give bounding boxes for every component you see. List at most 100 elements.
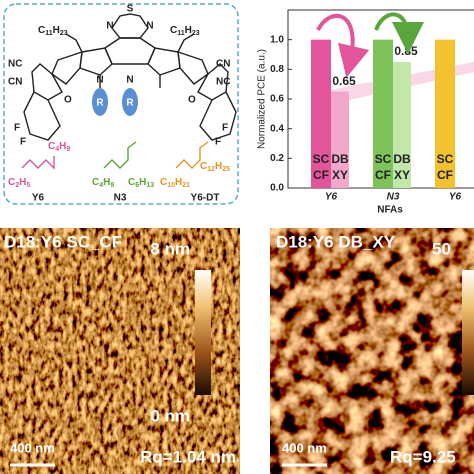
bar-label: DB	[331, 152, 349, 166]
x-tick-label: Y6	[449, 192, 462, 203]
chain-formula: C12H25	[200, 161, 230, 174]
bar	[393, 61, 411, 188]
value-label: 0.65	[332, 74, 356, 88]
subscript: 4	[55, 146, 59, 153]
x-tick-label: Y6	[325, 192, 338, 203]
chain-formula: C10H21	[160, 177, 190, 190]
y-tick-label: 1.0	[270, 34, 284, 45]
y-tick-label: 0.0	[270, 183, 284, 194]
atom: N	[126, 75, 133, 86]
atom: N	[146, 21, 153, 32]
scale-bar-label: 400 nm	[10, 440, 55, 455]
element: H	[185, 25, 192, 36]
element: C	[92, 177, 99, 188]
subscript: 23	[60, 30, 68, 37]
chemical-structure: S N N N N R R NC CN O O F F F F CN NC C1…	[3, 3, 239, 205]
element: H	[175, 177, 182, 188]
r-group	[122, 88, 138, 116]
element: C	[8, 177, 15, 188]
subscript: 11	[45, 30, 53, 37]
atom: NC	[216, 77, 230, 88]
bar-label: XY	[394, 168, 410, 182]
element: C	[38, 25, 45, 36]
element: C	[48, 141, 55, 152]
subscript: 9	[66, 146, 70, 153]
atom: O	[188, 95, 196, 106]
atom: F	[14, 123, 20, 134]
value-label: 0.85	[394, 44, 418, 58]
bar-label: SC	[375, 152, 392, 166]
subscript: 9	[110, 182, 114, 189]
afm-title: D18:Y6 DB_XY	[276, 232, 396, 251]
roughness: Rq=9.25	[390, 447, 456, 466]
arrow	[316, 13, 370, 78]
atom: F	[222, 123, 228, 134]
y-tick-label: 0.2	[270, 153, 284, 164]
chain-formula: C2H5	[8, 177, 30, 190]
bar-label: SC	[437, 152, 454, 166]
skeleton	[23, 13, 237, 141]
scale-bar-label: 400 nm	[282, 440, 327, 455]
bar	[311, 39, 331, 188]
color-bar	[462, 270, 474, 395]
bar	[373, 39, 393, 188]
subscript: 6	[135, 182, 139, 189]
side-chain	[175, 141, 209, 169]
afm-image	[270, 228, 474, 474]
afm-panel: D18:Y6 SC_CF 8 nm 0 nm 400 nm Rq=1.04 nm	[0, 228, 240, 474]
atom: R	[126, 98, 134, 109]
element: H	[215, 161, 222, 172]
atom: CN	[8, 77, 22, 88]
molecule-name: N3	[114, 193, 127, 204]
atom: R	[96, 98, 104, 109]
y-tick-label: 0.6	[270, 94, 284, 105]
atom: F	[20, 137, 26, 148]
subscript: 23	[192, 30, 200, 37]
element: H	[59, 141, 66, 152]
scale-max: 8 nm	[150, 239, 190, 258]
subscript: 25	[222, 166, 230, 173]
atom: S	[127, 4, 134, 15]
y-tick-label: 0.4	[270, 123, 284, 134]
atom: O	[64, 95, 72, 106]
element: H	[53, 25, 60, 36]
afm-panel: D18:Y6 DB_XY 50 400 nm Rq=9.25	[270, 228, 474, 474]
element: H	[139, 177, 146, 188]
bar-label: SC	[313, 152, 330, 166]
subscript: 10	[167, 182, 175, 189]
bar-label: CF	[437, 168, 453, 182]
atom: CN	[216, 59, 230, 70]
scale-min: 0 nm	[150, 406, 190, 425]
x-tick-label: N3	[387, 192, 400, 203]
element: C	[200, 161, 207, 172]
bar	[331, 91, 349, 188]
alkyl-label: C11H23	[38, 25, 68, 38]
dashed-frame	[3, 3, 239, 205]
atom: F	[215, 137, 221, 148]
y-axis-label: Normalized PCE (a.u.)	[257, 49, 268, 149]
color-bar	[195, 270, 211, 395]
side-chain	[21, 156, 55, 170]
r-group	[92, 88, 108, 116]
subscript: 2	[15, 182, 19, 189]
x-axis-label: NFAs	[377, 205, 403, 216]
element: C	[160, 177, 167, 188]
chain-formula: C6H13	[128, 177, 154, 190]
molecule-name: Y6-DT	[191, 193, 220, 204]
subscript: 5	[26, 182, 30, 189]
element: H	[103, 177, 110, 188]
chain-formula: C4H9	[92, 177, 114, 190]
subscript: 13	[146, 182, 154, 189]
bar-label: DB	[393, 152, 411, 166]
subscript: 4	[99, 182, 103, 189]
roughness: Rq=1.04 nm	[140, 447, 236, 466]
atom: NC	[8, 59, 22, 70]
alkyl-label: C11H23	[170, 25, 200, 38]
side-chain	[103, 141, 137, 169]
element: C	[170, 25, 177, 36]
bar	[435, 39, 455, 188]
atom: N	[96, 75, 103, 86]
afm-title: D18:Y6 SC_CF	[4, 232, 122, 251]
